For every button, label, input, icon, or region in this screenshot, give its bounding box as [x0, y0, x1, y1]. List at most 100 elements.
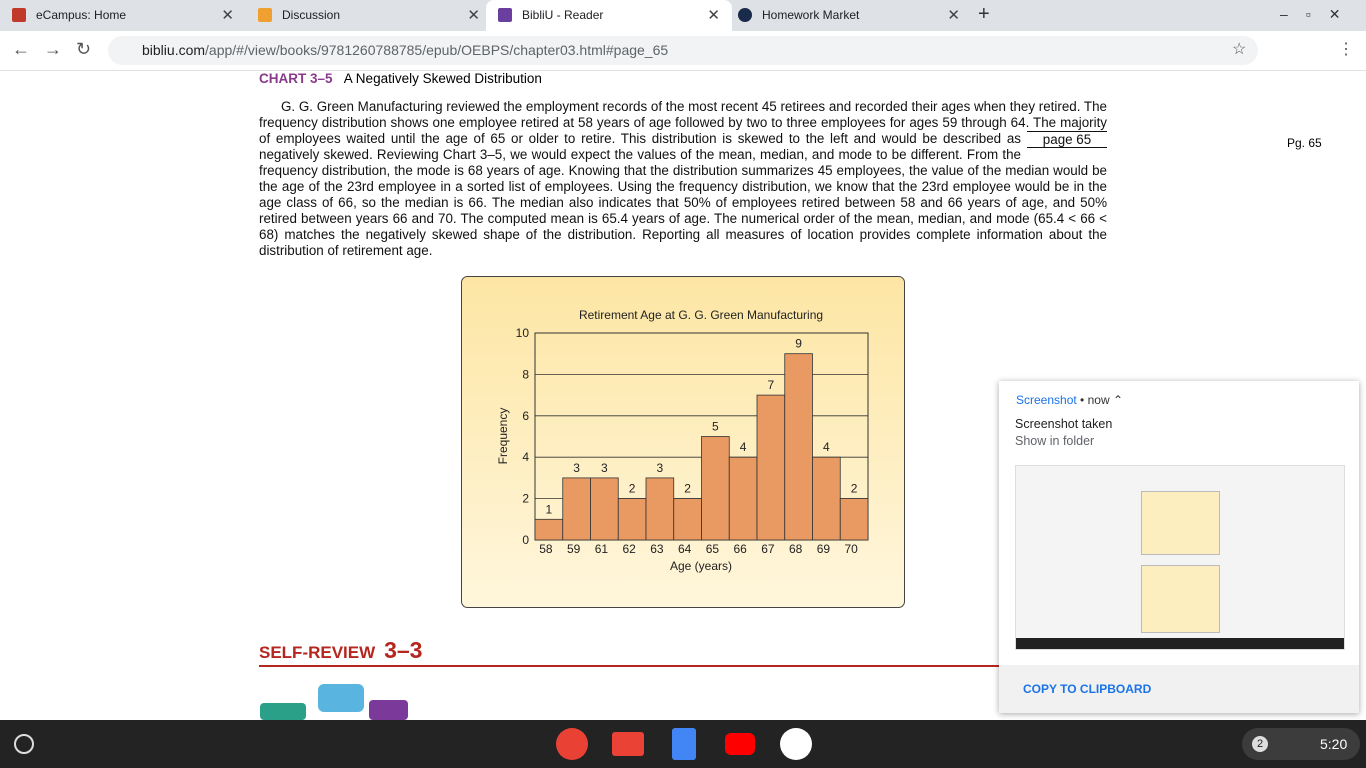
app-icon[interactable] [725, 733, 755, 755]
y-tick-label: 4 [522, 450, 529, 464]
chart-caption: A Negatively Skewed Distribution [343, 71, 542, 86]
bar [728, 456, 758, 541]
x-tick-label: 69 [817, 542, 831, 556]
url-host: bibliu.com [142, 42, 206, 58]
value-label: 1 [546, 502, 553, 516]
tab[interactable]: BibliU - Reader ✕ [486, 0, 732, 31]
window-controls[interactable]: –▫✕ [1280, 6, 1359, 22]
menu[interactable]: ⋮ [1338, 41, 1354, 58]
bar [812, 456, 841, 541]
x-tick-label: 67 [761, 542, 775, 556]
notification-title: Screenshot taken [1015, 417, 1113, 431]
value-label: 3 [657, 461, 664, 475]
chart-title: Retirement Age at G. G. Green Manufactur… [579, 308, 823, 322]
value-label: 4 [823, 440, 830, 454]
app-icon[interactable] [612, 732, 644, 756]
tab-title: eCampus: Home [36, 8, 127, 22]
tab-close[interactable]: ✕ [947, 7, 960, 24]
x-tick-label: 62 [622, 542, 636, 556]
copy-button[interactable]: COPY TO CLIPBOARD [1023, 682, 1152, 696]
x-tick-label: 63 [650, 542, 664, 556]
tab[interactable]: Homework Market ✕ [726, 0, 972, 31]
bar [701, 436, 730, 541]
chart-heading: CHART 3–5 A Negatively Skewed Distributi… [259, 71, 542, 86]
tab-strip: eCampus: Home ✕ Discussion ✕ BibliU - Read… [0, 0, 1366, 31]
x-tick-label: 66 [733, 542, 747, 556]
notification-header: Screenshot • now ⌃ [1016, 393, 1123, 407]
self-review-label: SELF-REVIEW [259, 643, 376, 662]
thumb-chart [1141, 565, 1220, 633]
tab-close[interactable]: ✕ [707, 7, 720, 24]
bar [645, 477, 675, 541]
app-icon[interactable] [556, 728, 588, 760]
icon [318, 684, 364, 712]
value-label: 3 [601, 461, 608, 475]
x-tick-label: 70 [844, 542, 858, 556]
tab-icon [498, 8, 512, 22]
x-tick-label: 58 [539, 542, 553, 556]
chart-number: CHART 3–5 [259, 71, 333, 86]
page-marker: page 65 [1027, 131, 1107, 148]
value-label: 9 [795, 337, 802, 351]
y-tick-label: 0 [522, 533, 529, 547]
body-text: page 65 G. G. Green Manufacturing reviewe… [259, 99, 1107, 259]
tab-icon [738, 8, 752, 22]
bar [839, 498, 869, 541]
value-label: 2 [684, 482, 691, 496]
page-number: Pg. 65 [1287, 136, 1322, 150]
tab-icon [258, 8, 272, 22]
bar [784, 353, 813, 541]
bar [756, 394, 786, 541]
paragraph: G. G. Green Manufacturing reviewed the e… [259, 99, 1107, 258]
notification-subtitle[interactable]: Show in folder [1015, 434, 1095, 448]
y-tick-label: 10 [516, 326, 530, 340]
nav-buttons[interactable]: ←→↻ [12, 39, 106, 59]
bookmark-star[interactable]: ☆ [1232, 41, 1247, 58]
y-axis-label: Frequency [496, 408, 510, 465]
new-tab[interactable]: + [978, 3, 990, 25]
app-icon[interactable] [672, 728, 696, 760]
value-label: 2 [851, 482, 858, 496]
value-label: 7 [768, 378, 775, 392]
value-label: 5 [712, 420, 719, 434]
rule [259, 665, 999, 667]
thumb-taskbar [1016, 638, 1344, 649]
tab-close[interactable]: ✕ [221, 7, 234, 24]
value-label: 2 [629, 482, 636, 496]
thumb-chart [1141, 491, 1220, 555]
value-label: 4 [740, 440, 747, 454]
tab[interactable]: eCampus: Home ✕ [0, 0, 246, 31]
notification-time: now [1087, 393, 1110, 407]
notification: Screenshot • now ⌃ Screenshot taken Show… [999, 381, 1359, 713]
self-review: SELF-REVIEW 3–3 [259, 637, 422, 664]
y-tick-label: 8 [522, 367, 529, 381]
icon [369, 700, 408, 720]
value-label: 3 [573, 461, 580, 475]
clock: 5:20 [1320, 736, 1348, 752]
taskbar: 2 5:20 [0, 720, 1366, 768]
bar [562, 477, 591, 541]
launcher[interactable] [14, 734, 34, 754]
bar [534, 518, 564, 541]
url-field[interactable]: bibliu.com/app/#/view/books/978126078878… [108, 36, 1258, 65]
bar [590, 477, 619, 541]
icon [260, 703, 306, 720]
status-area[interactable]: 2 5:20 [1242, 728, 1360, 760]
tab-title: BibliU - Reader [522, 8, 604, 22]
url-path: /app/#/view/books/9781260788785/epub/OEB… [205, 42, 669, 58]
y-tick-label: 2 [522, 492, 529, 506]
tab-close[interactable]: ✕ [467, 7, 480, 24]
x-tick-label: 68 [789, 542, 803, 556]
app-icon[interactable] [780, 728, 812, 760]
notification-app: Screenshot [1016, 393, 1077, 407]
x-tick-label: 64 [678, 542, 692, 556]
x-tick-label: 61 [595, 542, 609, 556]
self-review-number: 3–3 [384, 637, 423, 663]
y-tick-label: 6 [522, 409, 529, 423]
tab[interactable]: Discussion ✕ [246, 0, 492, 31]
notification-badge: 2 [1252, 736, 1268, 752]
address-bar: ←→↻ bibliu.com/app/#/view/books/97812607… [0, 31, 1366, 71]
tab-icon [12, 8, 26, 22]
screenshot-thumbnail[interactable] [1015, 465, 1345, 650]
